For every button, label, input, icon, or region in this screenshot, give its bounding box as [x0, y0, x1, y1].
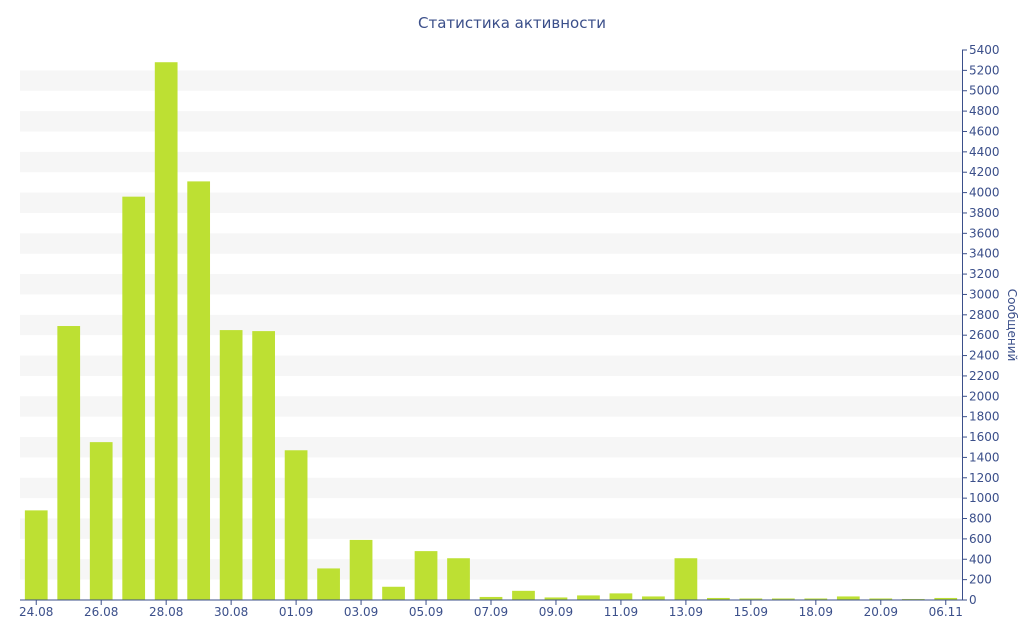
bar-04.09	[382, 586, 405, 600]
grid-band	[20, 192, 962, 213]
bar-02.09	[317, 568, 340, 600]
x-tick-label: 11.09	[604, 605, 638, 619]
bar-01.09	[284, 450, 308, 600]
bar-20.09	[869, 598, 893, 600]
bar-31.08	[252, 331, 275, 600]
y-ticks-group: 0 200 400 600 800 1000 1200 1400 1600 1800 2000 220…	[962, 43, 1000, 607]
x-tick-label: 26.08	[84, 605, 118, 619]
grid-band	[20, 314, 962, 336]
y-tick-label: 4400	[969, 145, 1000, 159]
y-tick-label: 2400	[969, 349, 1000, 363]
y-axis-label: Сообщений	[1005, 288, 1019, 362]
bar-19.09	[836, 596, 860, 600]
bar-12.09	[642, 596, 665, 600]
bar-13.09	[674, 558, 698, 600]
bar-24.08	[24, 510, 48, 600]
y-tick-label: 3800	[969, 206, 1000, 220]
y-tick-label: 1600	[969, 430, 1000, 444]
x-tick-label: 09.09	[539, 605, 573, 619]
x-tick-label: 15.09	[734, 605, 768, 619]
bars-group	[24, 62, 958, 600]
bar-06.11	[934, 597, 958, 600]
y-tick-label: 600	[969, 532, 992, 546]
y-tick-label: 4200	[969, 165, 1000, 179]
x-tick-label: 13.09	[669, 605, 703, 619]
y-tick-label: 2000	[969, 389, 1000, 403]
y-tick-label: 2800	[969, 308, 1000, 322]
bar-14.09	[707, 597, 730, 600]
x-tick-label: 03.09	[344, 605, 378, 619]
grid-band	[20, 151, 962, 173]
bar-18.09	[804, 598, 828, 600]
bar-27.08	[122, 196, 146, 600]
x-tick-label: 24.08	[19, 605, 53, 619]
y-tick-label: 1200	[969, 471, 1000, 485]
y-tick-label: 4000	[969, 186, 1000, 200]
x-tick-label: 01.09	[279, 605, 313, 619]
grid-band	[20, 111, 962, 132]
y-tick-label: 5000	[969, 84, 1000, 98]
y-tick-label: 3200	[969, 267, 1000, 281]
bar-10.09	[577, 595, 600, 600]
x-tick-label: 20.09	[864, 605, 898, 619]
y-tick-label: 3400	[969, 247, 1000, 261]
bar-26.08	[89, 442, 113, 600]
x-tick-label: 05.09	[409, 605, 443, 619]
y-tick-label: 4800	[969, 104, 1000, 118]
bar-11.09	[609, 593, 633, 600]
x-tick-label: 06.11	[929, 605, 963, 619]
y-tick-label: 4600	[969, 124, 1000, 138]
x-tick-label: 28.08	[149, 605, 183, 619]
x-tick-label: 30.08	[214, 605, 248, 619]
bar-07.09	[479, 596, 503, 600]
bar-05.09	[414, 551, 438, 600]
y-tick-label: 2600	[969, 328, 1000, 342]
grid-band	[20, 274, 962, 295]
bar-15.09	[739, 598, 763, 600]
bar-16.09	[771, 598, 795, 600]
y-tick-label: 400	[969, 552, 992, 566]
grid-band	[20, 70, 962, 91]
y-tick-label: 3000	[969, 287, 1000, 301]
y-tick-label: 0	[969, 593, 977, 607]
chart-title: Статистика активности	[418, 14, 606, 32]
y-tick-label: 3600	[969, 226, 1000, 240]
bar-03.09	[349, 539, 373, 600]
bar-09.09	[544, 597, 568, 600]
y-tick-label: 1800	[969, 410, 1000, 424]
y-tick-label: 1400	[969, 450, 1000, 464]
bar-08.09	[512, 590, 535, 600]
x-tick-label: 18.09	[799, 605, 833, 619]
bar-28.08	[154, 62, 178, 600]
y-tick-label: 5400	[969, 43, 1000, 57]
grid-band	[20, 233, 962, 254]
bar-25.08	[57, 326, 81, 600]
bar-21.09	[901, 598, 925, 600]
x-tick-label: 07.09	[474, 605, 508, 619]
y-tick-label: 2200	[969, 369, 1000, 383]
y-tick-label: 1000	[969, 491, 1000, 505]
y-tick-label: 800	[969, 512, 992, 526]
bar-06.09	[447, 558, 470, 600]
x-ticks-group: 24.08 26.08 28.08 30.08 01.09 03.09 05.09 07.09…	[19, 600, 963, 619]
grid-bands	[20, 70, 962, 580]
bar-30.08	[219, 330, 243, 600]
y-tick-label: 5200	[969, 63, 1000, 77]
y-tick-label: 200	[969, 573, 992, 587]
bar-29.08	[187, 181, 211, 600]
